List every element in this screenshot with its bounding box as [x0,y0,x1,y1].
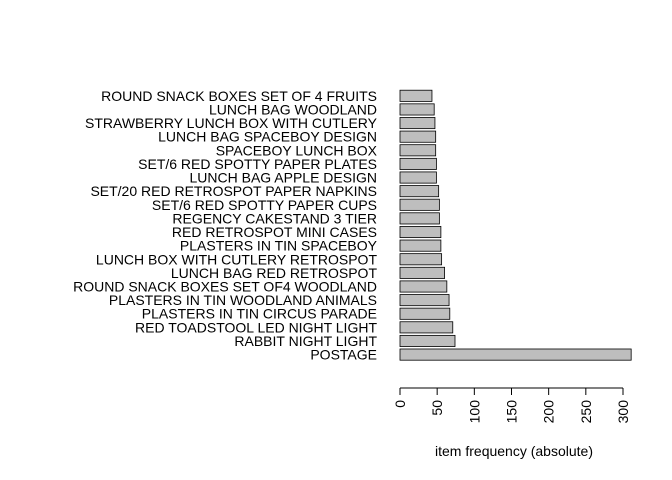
x-ticks-group: 0 50 100 150 200 250 300 [392,388,631,423]
bar [399,307,451,320]
category-label: LUNCH BAG WOODLAND [209,101,377,117]
category-label: LUNCH BAG SPACEBOY DESIGN [158,129,377,145]
category-label: SPACEBOY LUNCH BOX [216,142,378,158]
bar [399,157,437,170]
bar [399,253,443,266]
category-label: SET/6 RED SPOTTY PAPER CUPS [152,197,377,213]
category-label: RABBIT NIGHT LIGHT [234,333,377,349]
category-label: POSTAGE [310,347,377,363]
category-label: SET/20 RED RETROSPOT PAPER NAPKINS [90,183,377,199]
category-label: LUNCH BAG APPLE DESIGN [189,170,377,186]
category-label: PLASTERS IN TIN WOODLAND ANIMALS [109,292,377,308]
category-label: SET/6 RED SPOTTY PAPER PLATES [138,156,377,172]
category-label: LUNCH BOX WITH CUTLERY RETROSPOT [96,251,378,267]
x-tick-label: 250 [578,400,594,424]
bar [399,103,435,116]
bar [399,144,437,157]
bar [399,239,442,252]
category-label: PLASTERS IN TIN SPACEBOY [180,238,378,254]
bar [399,117,436,130]
bar [399,348,632,361]
bar [399,226,442,239]
bar [399,321,454,334]
bar [399,185,440,198]
x-tick-label: 100 [466,400,482,424]
bar [399,171,437,184]
category-label: LUNCH BAG RED RETROSPOT [171,265,378,281]
category-label: ROUND SNACK BOXES SET OF 4 FRUITS [101,88,377,104]
category-label: PLASTERS IN TIN CIRCUS PARADE [142,306,377,322]
x-tick-label: 50 [429,400,445,416]
x-tick-label: 0 [392,400,408,408]
bar [399,266,445,279]
x-axis: 0 50 100 150 200 250 300 [392,387,631,423]
bar [399,198,440,211]
bar [399,294,450,307]
category-label: STRAWBERRY LUNCH BOX WITH CUTLERY [85,115,378,131]
category-label: RED RETROSPOT MINI CASES [172,224,377,240]
bar [399,280,448,293]
bars-group [399,89,632,361]
x-tick-label: 300 [615,400,631,424]
x-tick-label: 200 [541,400,557,424]
x-tick-label: 150 [503,400,519,424]
category-label: REGENCY CAKESTAND 3 TIER [172,210,377,226]
category-label: RED TOADSTOOL LED NIGHT LIGHT [135,319,377,335]
category-label: ROUND SNACK BOXES SET OF4 WOODLAND [73,278,377,294]
bar [399,334,456,347]
bar [399,212,440,225]
x-axis-label: item frequency (absolute) [435,443,593,459]
bar [399,130,437,143]
bar [399,89,433,102]
